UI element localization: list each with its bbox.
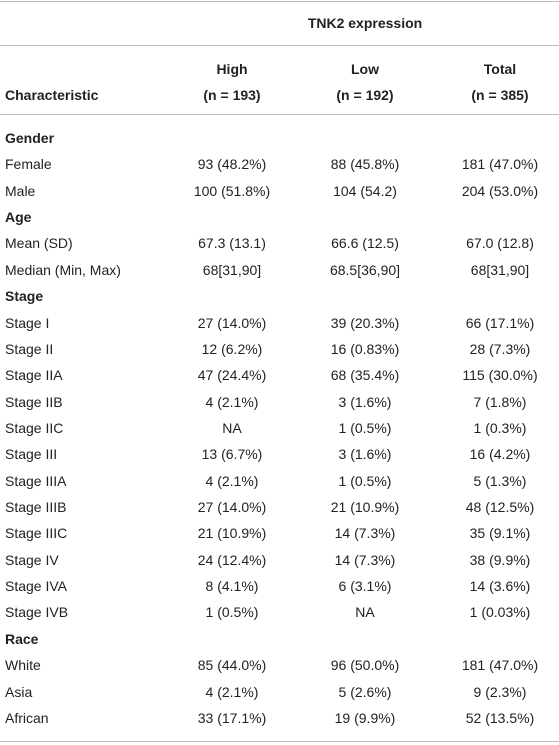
row-label: Stage IVA	[5, 578, 68, 595]
cell: 85 (44.0%)	[197, 657, 267, 674]
column-count: (n = 193)	[203, 87, 261, 103]
cell: 27 (14.0%)	[197, 499, 267, 516]
cell: 66.6 (12.5)	[331, 235, 399, 252]
row-label: Stage IIIC	[5, 525, 68, 542]
cell: 1 (0.5%)	[338, 472, 392, 489]
header-rule	[0, 114, 559, 115]
cell: NA	[355, 604, 375, 621]
cell: 204 (53.0%)	[461, 182, 539, 199]
row-label: Stage I	[5, 314, 50, 331]
cell: 1 (0.03%)	[469, 604, 531, 621]
cell: 12 (6.2%)	[201, 340, 263, 357]
section-title: Stage	[5, 288, 44, 305]
row-label: Stage IIA	[5, 367, 63, 384]
cell: 66 (17.1%)	[465, 314, 535, 331]
cell: 5 (1.3%)	[473, 472, 527, 489]
column-header: Total	[483, 61, 517, 77]
cell: 93 (48.2%)	[197, 156, 267, 173]
row-label: Asia	[5, 683, 33, 700]
cell: 14 (7.3%)	[334, 525, 396, 542]
row-label: Stage IIC	[5, 419, 64, 436]
column-count: (n = 192)	[336, 87, 394, 103]
cell: 181 (47.0%)	[461, 657, 539, 674]
cell: 1 (0.5%)	[205, 604, 259, 621]
cell: 16 (4.2%)	[469, 446, 531, 463]
cell: 21 (10.9%)	[197, 525, 267, 542]
row-label: Stage III	[5, 446, 58, 463]
cell: 1 (0.5%)	[338, 419, 392, 436]
cell: 47 (24.4%)	[197, 367, 267, 384]
cell: 39 (20.3%)	[330, 314, 400, 331]
bottom-rule	[0, 741, 559, 742]
cell: 13 (6.7%)	[201, 446, 263, 463]
cell: 52 (13.5%)	[465, 709, 535, 726]
cell: 68[31,90]	[470, 261, 530, 278]
cell: NA	[222, 419, 242, 436]
column-header: Low	[351, 61, 379, 77]
column-header: Characteristic	[5, 87, 99, 103]
cell: 33 (17.1%)	[197, 709, 267, 726]
cell: 27 (14.0%)	[197, 314, 267, 331]
section-title: Age	[5, 209, 32, 226]
row-label: White	[5, 657, 41, 674]
cell: 181 (47.0%)	[461, 156, 539, 173]
cell: 4 (2.1%)	[205, 393, 259, 410]
cell: 14 (7.3%)	[334, 551, 396, 568]
cell: 3 (1.6%)	[338, 446, 392, 463]
cell: 104 (54.2)	[333, 182, 397, 199]
cell: 3 (1.6%)	[338, 393, 392, 410]
top-rule	[0, 1, 559, 2]
cell: 38 (9.9%)	[469, 551, 531, 568]
cell: 96 (50.0%)	[330, 657, 400, 674]
row-label: Stage IIB	[5, 393, 63, 410]
cell: 67.3 (13.1)	[198, 235, 266, 252]
cell: 4 (2.1%)	[205, 472, 259, 489]
section-title: Race	[5, 630, 39, 647]
cell: 5 (2.6%)	[338, 683, 392, 700]
cell: 35 (9.1%)	[469, 525, 531, 542]
column-count: (n = 385)	[471, 87, 529, 103]
row-label: Mean (SD)	[5, 235, 73, 252]
row-label: Stage IIIA	[5, 472, 67, 489]
cell: 48 (12.5%)	[465, 499, 535, 516]
cell: 28 (7.3%)	[469, 340, 531, 357]
group-header: TNK2 expression	[307, 15, 423, 31]
row-label: Stage II	[5, 340, 54, 357]
cell: 4 (2.1%)	[205, 683, 259, 700]
cell: 1 (0.3%)	[473, 419, 527, 436]
cell: 6 (3.1%)	[338, 578, 392, 595]
cell: 115 (30.0%)	[462, 367, 538, 384]
cell: 16 (0.83%)	[330, 340, 400, 357]
cell: 68.5[36,90]	[329, 261, 401, 278]
cell: 19 (9.9%)	[334, 709, 396, 726]
row-label: Stage IVB	[5, 604, 69, 621]
column-header: High	[216, 61, 248, 77]
cell: 21 (10.9%)	[330, 499, 400, 516]
cell: 9 (2.3%)	[473, 683, 527, 700]
row-label: Stage IV	[5, 551, 59, 568]
cell: 68 (35.4%)	[330, 367, 400, 384]
row-label: Median (Min, Max)	[5, 261, 121, 278]
cell: 14 (3.6%)	[469, 578, 531, 595]
cell: 7 (1.8%)	[473, 393, 527, 410]
section-title: Gender	[5, 130, 55, 146]
row-label: Stage IIIB	[5, 499, 67, 516]
cell: 24 (12.4%)	[197, 551, 267, 568]
cell: 68[31,90]	[202, 261, 262, 278]
cell: 100 (51.8%)	[193, 182, 271, 199]
row-label: Male	[5, 182, 36, 199]
group-rule	[0, 45, 559, 46]
cell: 88 (45.8%)	[330, 156, 400, 173]
row-label: Female	[5, 156, 52, 173]
cell: 67.0 (12.8)	[466, 235, 534, 252]
row-label: African	[5, 709, 49, 726]
cell: 8 (4.1%)	[205, 578, 259, 595]
